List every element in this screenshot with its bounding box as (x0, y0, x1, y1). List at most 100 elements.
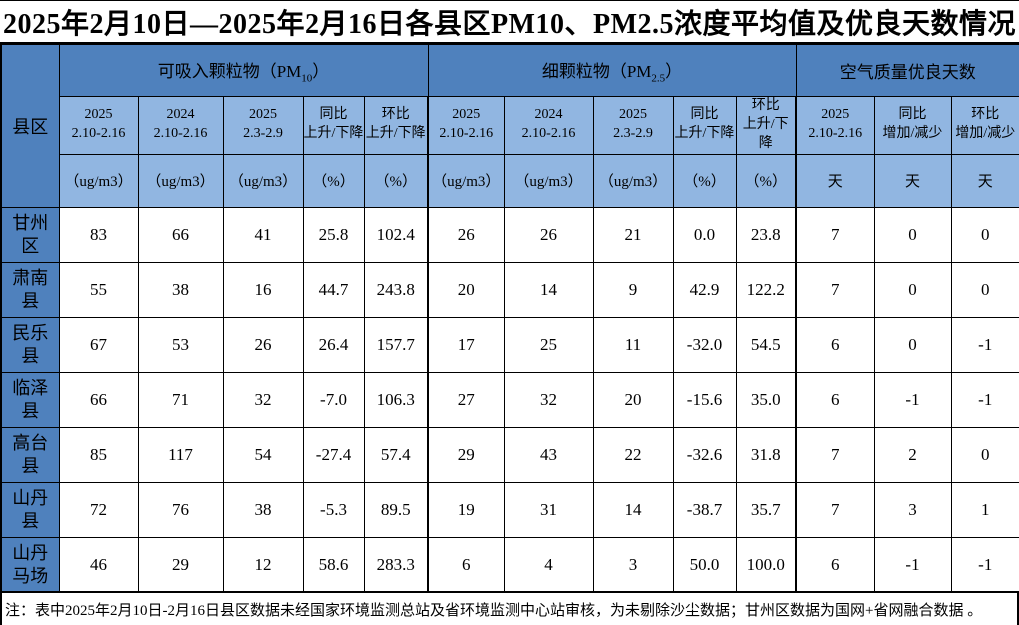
group-header-pm25: 细颗粒物（PM2.5） (427, 44, 797, 97)
value-cell: -7.0 (302, 371, 365, 428)
value-cell: 38 (137, 261, 224, 318)
county-cell: 甘州区 (0, 206, 60, 263)
value-cell: 7 (795, 206, 875, 263)
value-cell: -27.4 (302, 426, 365, 483)
column-header-line2: 2.3-2.9 (243, 126, 283, 142)
group-label-text: 空气质量优良天数 (839, 63, 976, 82)
column-header-line2: 2.10-2.16 (71, 126, 126, 142)
column-header: 同比 上升/下降 (672, 96, 737, 155)
unit-cell: （ug/m3） (592, 153, 674, 208)
column-header: 2025 2.10-2.16 (58, 96, 139, 155)
column-header-line2: 上升/下降 (303, 126, 364, 142)
column-header-line1: 2024 (166, 107, 195, 123)
value-cell: 102.4 (363, 206, 429, 263)
group-header-good-days: 空气质量优良天数 (795, 44, 1019, 97)
value-cell: 11 (592, 316, 674, 373)
column-header-line2: 上升/下降 (674, 126, 735, 142)
table-body: 甘州区 83 66 41 25.8 102.4 26 26 21 0.0 23.8 7 0 0 肃南县 55 3… (0, 206, 1019, 593)
value-cell: 58.6 (302, 536, 365, 593)
value-cell: 54 (222, 426, 304, 483)
value-cell: 35.7 (735, 481, 797, 538)
column-header-line1: 2025 (84, 107, 113, 123)
value-cell: 26.4 (302, 316, 365, 373)
value-cell: -38.7 (672, 481, 737, 538)
value-cell: 3 (873, 481, 952, 538)
unit-cell: （ug/m3） (427, 153, 505, 208)
value-cell: 67 (58, 316, 139, 373)
county-cell: 高台县 (0, 426, 60, 483)
units-row: （ug/m3） （ug/m3） （ug/m3） （%） （%） （ug/m3） （ug/m3… (1, 153, 1019, 208)
value-cell: 106.3 (363, 371, 429, 428)
value-cell: 38 (222, 481, 304, 538)
value-cell: 31.8 (735, 426, 797, 483)
footnote: 注：表中2025年2月10日-2月16日县区数据未经国家环境监测总站及省环境监测… (0, 590, 1019, 625)
value-cell: 89.5 (363, 481, 429, 538)
unit-cell: 天 (795, 153, 875, 208)
group-label-subscript: 2.5 (651, 72, 666, 85)
value-cell: 23.8 (735, 206, 797, 263)
group-label-text: ） (665, 61, 683, 81)
county-cell: 临泽县 (0, 371, 60, 428)
table-row: 高台县 85 117 54 -27.4 57.4 29 43 22 -32.6 31.8 7 2 0 (0, 426, 1019, 483)
value-cell: -1 (873, 536, 952, 593)
page-title: 2025年2月10日—2025年2月16日各县区PM10、PM2.5浓度平均值及… (0, 0, 1019, 44)
column-header-line1: 同比 (898, 107, 927, 123)
column-header-line1: 环比 (971, 107, 1000, 123)
pollution-data-table: 县区 可吸入颗粒物（PM10） 细颗粒物（PM2.5） 空气质量优良天数 202… (0, 44, 1019, 593)
value-cell: 12 (222, 536, 304, 593)
value-cell: 76 (137, 481, 224, 538)
group-label-subscript: 10 (301, 72, 313, 85)
value-cell: -15.6 (672, 371, 737, 428)
subheader-row: 2025 2.10-2.16 2024 2.10-2.16 2025 2.3-2.9 同比上… (1, 96, 1019, 155)
column-header-line1: 2025 (821, 107, 850, 123)
value-cell: 29 (137, 536, 224, 593)
value-cell: 3 (592, 536, 674, 593)
value-cell: 117 (137, 426, 224, 483)
value-cell: 0 (873, 261, 952, 318)
county-cell: 肃南县 (0, 261, 60, 318)
column-header-line2: 上升/下降 (742, 116, 789, 151)
table-row: 临泽县 66 71 32 -7.0 106.3 27 32 20 -15.6 35.0 6 -1 -1 (0, 371, 1019, 428)
value-cell: 29 (427, 426, 505, 483)
unit-cell: 天 (950, 153, 1019, 208)
column-header: 同比增加/减少 (873, 96, 952, 155)
value-cell: -1 (873, 371, 952, 428)
value-cell: 6 (795, 536, 875, 593)
column-header: 环比 上升/下降 (735, 96, 797, 155)
corner-cell-county: 县区 (0, 44, 60, 208)
county-cell: 民乐县 (0, 316, 60, 373)
value-cell: 66 (58, 371, 139, 428)
value-cell: -1 (950, 316, 1019, 373)
unit-cell: （%） (363, 153, 429, 208)
value-cell: 14 (592, 481, 674, 538)
value-cell: 46 (58, 536, 139, 593)
value-cell: 7 (795, 426, 875, 483)
table-row: 山丹县 72 76 38 -5.3 89.5 19 31 14 -38.7 35.7 7 3 1 (0, 481, 1019, 538)
value-cell: 57.4 (363, 426, 429, 483)
column-header-line2: 2.3-2.9 (613, 126, 653, 142)
unit-cell: 天 (873, 153, 952, 208)
county-cell: 山丹马场 (0, 536, 60, 593)
value-cell: 122.2 (735, 261, 797, 318)
value-cell: 50.0 (672, 536, 737, 593)
group-label-text: 可吸入颗粒物（PM (157, 61, 302, 81)
value-cell: 26 (427, 206, 505, 263)
value-cell: 25.8 (302, 206, 365, 263)
unit-cell: （%） (735, 153, 797, 208)
group-label-text: 细颗粒物（PM (541, 61, 652, 81)
column-header: 2025 2.10-2.16 (795, 96, 875, 155)
value-cell: 31 (503, 481, 594, 538)
table-row: 民乐县 67 53 26 26.4 157.7 17 25 11 -32.0 54.5 6 0 -1 (0, 316, 1019, 373)
column-header-line1: 2025 (452, 107, 481, 123)
group-header-row: 县区 可吸入颗粒物（PM10） 细颗粒物（PM2.5） 空气质量优良天数 (0, 44, 1019, 208)
column-header: 同比上升/下降 (302, 96, 365, 155)
column-header-line1: 同比 (319, 107, 348, 123)
value-cell: 0.0 (672, 206, 737, 263)
value-cell: 0 (873, 316, 952, 373)
value-cell: 243.8 (363, 261, 429, 318)
column-header-line2: 增加/减少 (882, 126, 943, 142)
column-header-line2: 上升/下降 (365, 126, 426, 142)
value-cell: 0 (950, 426, 1019, 483)
value-cell: 2 (873, 426, 952, 483)
group-header-pm10: 可吸入颗粒物（PM10） (58, 44, 429, 97)
